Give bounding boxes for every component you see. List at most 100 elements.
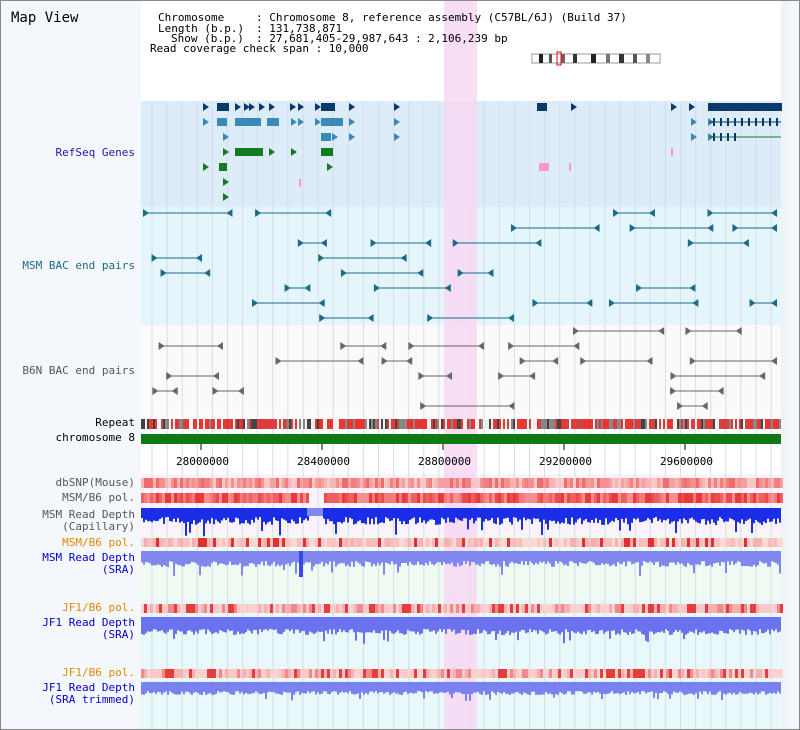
msm-depth-sra-bar — [427, 551, 429, 566]
msm-depth-sra-bar — [729, 551, 731, 565]
msm-pol2-mark — [423, 538, 426, 547]
jf1-depth-sra-bar — [591, 617, 593, 633]
msm-depth-capillary-bar — [609, 508, 611, 523]
jf1-depth-sra-bar — [457, 617, 459, 634]
jf1-depth-trimmed-bar — [669, 682, 671, 699]
jf1-depth-trimmed-bar — [463, 682, 465, 694]
msm-pol-mark — [429, 493, 432, 503]
jf1-depth-trimmed-bar — [193, 682, 195, 693]
msm-depth-capillary-bar — [697, 508, 699, 523]
jf1-pol-mark — [558, 604, 561, 613]
repeat-mark — [357, 419, 359, 429]
msm-depth-sra-bar — [623, 551, 625, 562]
msm-depth-sra-bar — [743, 551, 745, 566]
msm-pol2-mark — [369, 538, 372, 547]
dbsnp-mark — [372, 478, 375, 488]
dbsnp-mark — [684, 478, 687, 488]
msm-pol-mark — [216, 493, 219, 503]
jf1-pol2-mark — [432, 669, 435, 678]
jf1-pol-mark — [411, 604, 414, 613]
jf1-pol-mark — [405, 604, 408, 613]
msm-depth-capillary-bar — [195, 508, 197, 525]
msm-depth-sra-bar — [775, 551, 777, 563]
jf1-depth-trimmed-bar — [395, 682, 397, 694]
track-label-msm-depth-capillary[interactable]: MSM Read Depth (Capillary) — [42, 508, 135, 533]
msm-depth-sra-bar — [751, 551, 753, 567]
msm-depth-capillary-bar — [281, 508, 283, 519]
ideogram-band — [633, 54, 637, 63]
repeat-mark — [389, 419, 391, 429]
jf1-depth-sra-bar — [371, 617, 373, 633]
msm-pol-mark — [369, 493, 372, 503]
jf1-depth-sra-bar — [619, 617, 621, 635]
msm-depth-capillary-bar — [529, 508, 531, 520]
msm-depth-sra-bar — [671, 551, 673, 563]
msm-depth-capillary-bar — [215, 508, 217, 520]
gene-feature — [394, 118, 400, 126]
msm-depth-capillary-bar — [505, 508, 507, 519]
track-label-dbsnp[interactable]: dbSNP(Mouse) — [55, 476, 135, 489]
jf1-pol2-mark — [720, 669, 723, 678]
msm-depth-capillary-bar — [715, 508, 717, 525]
b6n-bac-pair — [508, 402, 515, 410]
jf1-depth-trimmed-bar — [437, 682, 439, 694]
msm-pol-mark — [141, 493, 144, 503]
msm-depth-capillary-bar — [545, 508, 547, 524]
msm-depth-capillary-bar — [479, 508, 481, 518]
dbsnp-mark — [144, 478, 147, 488]
track-label-msm-depth-sra[interactable]: MSM Read Depth (SRA) — [42, 551, 135, 576]
jf1-pol2-mark — [183, 669, 186, 678]
track-label-b6n-bac[interactable]: B6N BAC end pairs — [22, 364, 135, 377]
repeat-mark — [729, 419, 731, 429]
track-label-msm-pol-2[interactable]: MSM/B6 pol. — [62, 536, 135, 549]
dbsnp-mark — [759, 478, 762, 488]
track-label-jf1-depth-trimmed[interactable]: JF1 Read Depth (SRA trimmed) — [42, 681, 135, 706]
track-label-jf1-pol-2[interactable]: JF1/B6 pol. — [62, 666, 135, 679]
jf1-depth-trimmed-bar — [159, 682, 161, 692]
track-label-jf1-depth-sra[interactable]: JF1 Read Depth (SRA) — [42, 616, 135, 641]
jf1-depth-sra-bar — [647, 617, 649, 643]
msm-depth-sra-bar — [679, 551, 681, 564]
track-label-msm-pol-1[interactable]: MSM/B6 pol. — [62, 491, 135, 504]
jf1-pol2-mark — [321, 669, 324, 678]
jf1-pol2-mark — [693, 669, 696, 678]
jf1-depth-sra-bar — [751, 617, 753, 635]
msm-pol-mark — [516, 493, 519, 503]
track-label-refseq[interactable]: RefSeq Genes — [55, 146, 135, 159]
track-label-repeat[interactable]: Repeat — [95, 416, 135, 429]
track-label-jf1-pol-1[interactable]: JF1/B6 pol. — [62, 601, 135, 614]
gene-exon — [713, 118, 715, 126]
jf1-depth-trimmed-bar — [613, 682, 615, 694]
dbsnp-mark — [555, 478, 558, 488]
jf1-pol-mark — [456, 604, 459, 613]
jf1-pol2-mark — [204, 669, 207, 678]
msm-depth-sra-bar — [523, 551, 525, 565]
jf1-depth-sra-bar — [581, 617, 583, 635]
msm-depth-capillary-bar — [577, 508, 579, 520]
msm-bac-pair — [318, 299, 325, 307]
track-label-msm-bac[interactable]: MSM BAC end pairs — [22, 259, 135, 272]
repeat-mark — [249, 419, 251, 429]
b6n-bac-pair — [158, 342, 165, 350]
msm-depth-sra-bar — [557, 551, 559, 564]
repeat-mark — [157, 419, 159, 429]
repeat-mark — [769, 419, 771, 429]
msm-pol2-mark — [549, 538, 552, 547]
msm-depth-capillary-bar — [755, 508, 757, 520]
jf1-depth-trimmed-bar — [415, 682, 417, 693]
msm-pol2-mark — [303, 538, 306, 547]
msm-pol2-mark — [171, 538, 174, 547]
repeat-mark — [719, 419, 721, 429]
jf1-depth-trimmed-bar — [291, 682, 293, 701]
msm-depth-capillary-bar — [371, 508, 373, 519]
msm-depth-sra-bar — [443, 551, 445, 563]
jf1-depth-trimmed-bar — [683, 682, 685, 695]
jf1-depth-sra-bar — [653, 617, 655, 635]
jf1-depth-sra-bar — [221, 617, 223, 631]
msm-depth-sra-bar — [195, 551, 197, 564]
msm-pol2-mark — [603, 538, 606, 547]
repeat-mark — [167, 419, 169, 429]
msm-depth-sra-bar — [279, 551, 281, 567]
jf1-depth-sra-bar — [285, 617, 287, 630]
